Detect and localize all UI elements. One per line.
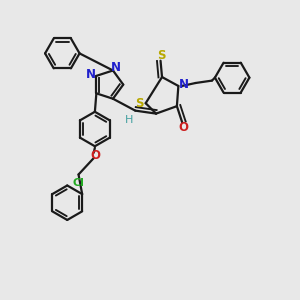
Text: O: O [90, 149, 100, 162]
Text: N: N [179, 78, 189, 91]
Text: S: S [157, 49, 165, 62]
Text: N: N [111, 61, 121, 74]
Text: Cl: Cl [72, 178, 84, 188]
Text: S: S [136, 97, 144, 110]
Text: N: N [86, 68, 96, 82]
Text: O: O [179, 122, 189, 134]
Text: H: H [125, 115, 134, 124]
